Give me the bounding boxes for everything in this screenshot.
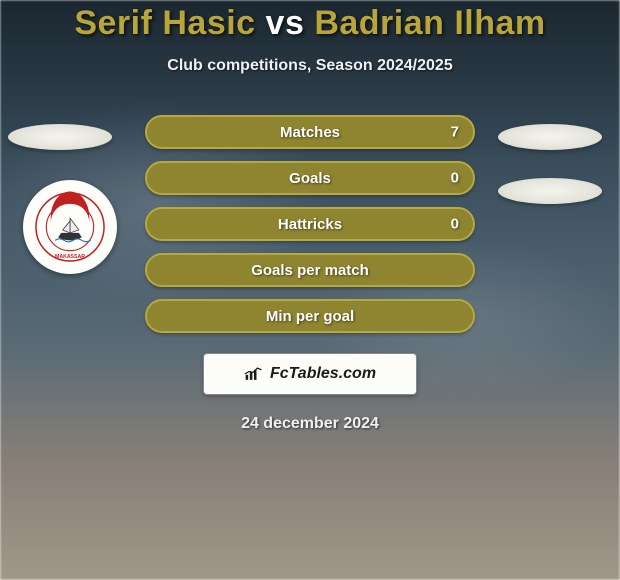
chart-icon	[244, 366, 264, 382]
branding-text: FcTables.com	[270, 365, 376, 383]
club-logo-svg: EST 1938 MAKASSAR	[33, 190, 107, 264]
stat-value: 0	[451, 170, 459, 187]
stat-label: Hattricks	[278, 216, 342, 233]
stat-row: Min per goal	[145, 299, 475, 333]
title-vs: vs	[266, 4, 305, 42]
club-logo-inner: EST 1938 MAKASSAR	[33, 190, 107, 264]
content-wrapper: Serif Hasic vs Badrian Ilham Club compet…	[0, 0, 620, 580]
stat-label: Goals	[289, 170, 331, 187]
player-placeholder-right2	[498, 178, 602, 204]
svg-text:EST 1938: EST 1938	[60, 197, 80, 202]
stats-rows: Matches 7 Goals 0 Hattricks 0 Goals per match M…	[145, 115, 475, 333]
stat-value: 7	[451, 124, 459, 141]
stat-row: Goals per match	[145, 253, 475, 287]
stat-value: 0	[451, 216, 459, 233]
player-placeholder-left	[8, 124, 112, 150]
date-text: 24 december 2024	[0, 415, 620, 433]
subtitle: Club competitions, Season 2024/2025	[0, 57, 620, 75]
stat-label: Goals per match	[251, 262, 369, 279]
stat-row: Matches 7	[145, 115, 475, 149]
page-title: Serif Hasic vs Badrian Ilham	[0, 4, 620, 43]
stat-label: Min per goal	[266, 308, 354, 325]
player-placeholder-right1	[498, 124, 602, 150]
svg-text:MAKASSAR: MAKASSAR	[55, 254, 85, 260]
branding-badge: FcTables.com	[203, 353, 417, 395]
club-logo: EST 1938 MAKASSAR	[23, 180, 117, 274]
stat-label: Matches	[280, 124, 340, 141]
title-player1: Serif Hasic	[74, 4, 255, 42]
stat-row: Goals 0	[145, 161, 475, 195]
stat-row: Hattricks 0	[145, 207, 475, 241]
title-player2: Badrian Ilham	[314, 4, 545, 42]
